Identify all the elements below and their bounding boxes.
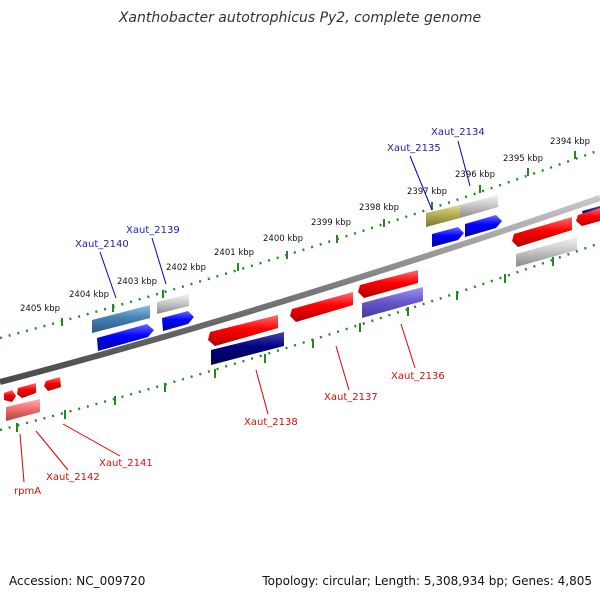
gene-arrow[interactable]	[6, 399, 40, 421]
gene-arrow[interactable]	[162, 311, 194, 331]
gene-arrow[interactable]	[17, 383, 36, 398]
genome-summary: Topology: circular; Length: 5,308,934 bp…	[262, 574, 592, 588]
genome-backbone	[0, 195, 600, 385]
scale-label: 2405 kbp	[20, 304, 60, 314]
gene-label[interactable]: Xaut_2141	[99, 458, 153, 469]
scale-labels: 2405 kbp 2404 kbp 2403 kbp 2402 kbp 2401…	[20, 137, 590, 314]
scale-label: 2397 kbp	[407, 187, 447, 197]
gene-arrow[interactable]	[465, 215, 502, 237]
scale-label: 2399 kbp	[311, 218, 351, 228]
gene-arrow[interactable]	[426, 205, 460, 227]
gene-arrow[interactable]	[211, 332, 284, 365]
gene-arrow[interactable]	[157, 294, 189, 314]
bottom-gene-labels: Xaut_2138 Xaut_2137 Xaut_2136 Xaut_2141 …	[14, 371, 445, 497]
outer-major-ticks	[61, 151, 576, 326]
gene-label[interactable]: Xaut_2139	[126, 225, 180, 236]
gene-arrow[interactable]	[362, 287, 423, 318]
gene-arrow[interactable]	[208, 315, 278, 346]
bottom-leader-lines	[19, 323, 416, 483]
forward-genes	[92, 195, 600, 351]
gene-arrow[interactable]	[92, 305, 150, 333]
gene-arrow[interactable]	[460, 195, 498, 218]
inner-scale-track	[0, 241, 600, 432]
reverse-genes	[4, 208, 600, 421]
gene-label[interactable]: rpmA	[14, 486, 41, 497]
scale-label: 2404 kbp	[69, 290, 109, 300]
gene-arrow[interactable]	[290, 292, 353, 322]
gene-arrow[interactable]	[4, 390, 16, 402]
gene-arrow[interactable]	[358, 270, 418, 298]
inner-major-ticks	[16, 257, 554, 432]
gene-label[interactable]: Xaut_2142	[46, 472, 100, 483]
top-leader-lines	[99, 140, 471, 299]
scale-label: 2401 kbp	[214, 248, 254, 258]
gene-label[interactable]: Xaut_2137	[324, 392, 378, 403]
scale-label: 2400 kbp	[263, 234, 303, 244]
scale-label: 2403 kbp	[117, 277, 157, 287]
scale-label: 2398 kbp	[359, 203, 399, 213]
accession-label: Accession: NC_009720	[9, 574, 146, 588]
gene-arrow[interactable]	[432, 227, 464, 247]
scale-label: 2402 kbp	[166, 263, 206, 273]
gene-arrow[interactable]	[44, 377, 61, 391]
gene-arrow[interactable]	[512, 217, 572, 247]
gene-arrow[interactable]	[576, 208, 600, 226]
gene-label[interactable]: Xaut_2134	[431, 127, 485, 138]
scale-label: 2394 kbp	[550, 137, 590, 147]
gene-label[interactable]: Xaut_2138	[244, 417, 298, 428]
gene-arrow[interactable]	[516, 237, 577, 267]
top-gene-labels: Xaut_2140 Xaut_2139 Xaut_2135 Xaut_2134	[75, 127, 485, 250]
gene-label[interactable]: Xaut_2140	[75, 239, 129, 250]
scale-label: 2395 kbp	[503, 154, 543, 164]
scale-label: 2396 kbp	[455, 170, 495, 180]
map-title: Xanthobacter autotrophicus Py2, complete…	[118, 10, 482, 26]
gene-arrow[interactable]	[97, 324, 154, 351]
gene-label[interactable]: Xaut_2135	[387, 143, 441, 154]
gene-label[interactable]: Xaut_2136	[391, 371, 445, 382]
